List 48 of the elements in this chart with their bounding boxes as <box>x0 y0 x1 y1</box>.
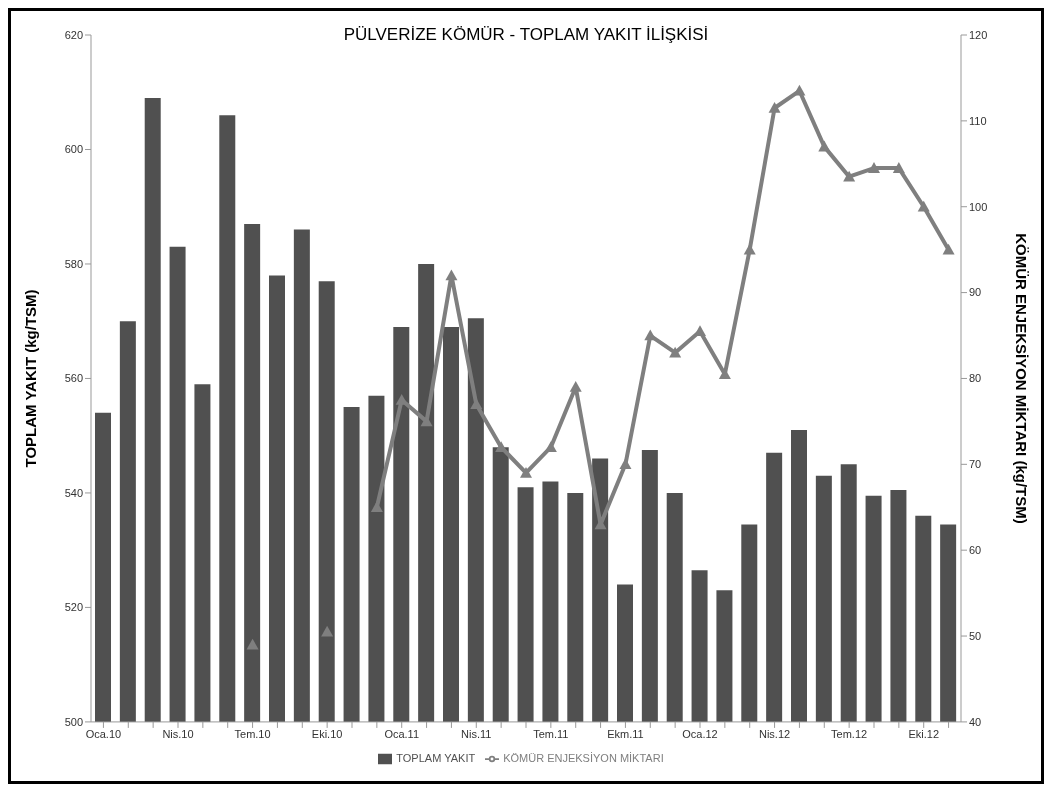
point <box>694 325 706 337</box>
point <box>942 243 955 255</box>
x-tick-label: Ekm.11 <box>607 727 644 740</box>
y2-axis-title: KÖMÜR ENJEKSİYON MİKTARI (kg/TSM) <box>1012 233 1030 524</box>
legend-label: TOPLAM YAKIT <box>396 751 476 764</box>
y-tick-label: 520 <box>64 601 83 614</box>
x-tick-label: Oca.10 <box>85 727 122 740</box>
x-tick-label: Tem.10 <box>234 727 271 740</box>
point <box>246 638 259 650</box>
y2-tick-label: 100 <box>969 200 988 213</box>
legend-label: KÖMÜR ENJEKSİYON MİKTARI <box>503 751 664 764</box>
y2-tick-label: 40 <box>969 715 982 728</box>
y-tick-label: 500 <box>64 715 83 728</box>
x-tick-label: Nis.12 <box>758 727 791 740</box>
x-tick-label: Nis.10 <box>162 727 194 740</box>
point <box>445 269 458 281</box>
y-tick-label: 560 <box>64 372 83 385</box>
y-tick-label: 620 <box>64 28 83 41</box>
chart-title: PÜLVERİZE KÖMÜR - TOPLAM YAKIT İLİŞKİSİ <box>343 25 709 44</box>
point <box>818 140 831 152</box>
point <box>321 625 334 637</box>
x-tick-label: Eki.10 <box>311 727 343 740</box>
y2-tick-label: 80 <box>969 372 982 385</box>
point <box>892 162 905 173</box>
y2-tick-label: 50 <box>969 629 982 642</box>
point <box>520 466 532 478</box>
point <box>917 200 930 212</box>
y2-tick-label: 60 <box>969 544 982 557</box>
x-tick-label: Tem.12 <box>831 727 868 740</box>
point <box>669 346 682 358</box>
y-tick-label: 540 <box>64 486 83 499</box>
y2-tick-label: 120 <box>969 28 988 41</box>
point <box>843 170 856 182</box>
point <box>868 162 880 173</box>
x-tick-label: Nis.11 <box>461 727 492 740</box>
x-tick-label: Oca.12 <box>682 727 718 740</box>
point <box>569 381 582 392</box>
y2-tick-label: 90 <box>969 286 982 299</box>
point <box>619 458 632 470</box>
x-tick-label: Eki.12 <box>908 727 939 740</box>
x-tick-label: Tem.11 <box>533 727 569 740</box>
point <box>768 101 781 113</box>
x-tick-label: Oca.11 <box>384 727 420 740</box>
y-axis-title: TOPLAM YAKIT (kg/TSM) <box>22 289 40 468</box>
y-tick-label: 580 <box>64 257 83 270</box>
y-tick-label: 600 <box>64 143 83 156</box>
y2-tick-label: 110 <box>969 114 987 127</box>
y2-tick-label: 70 <box>969 458 982 471</box>
